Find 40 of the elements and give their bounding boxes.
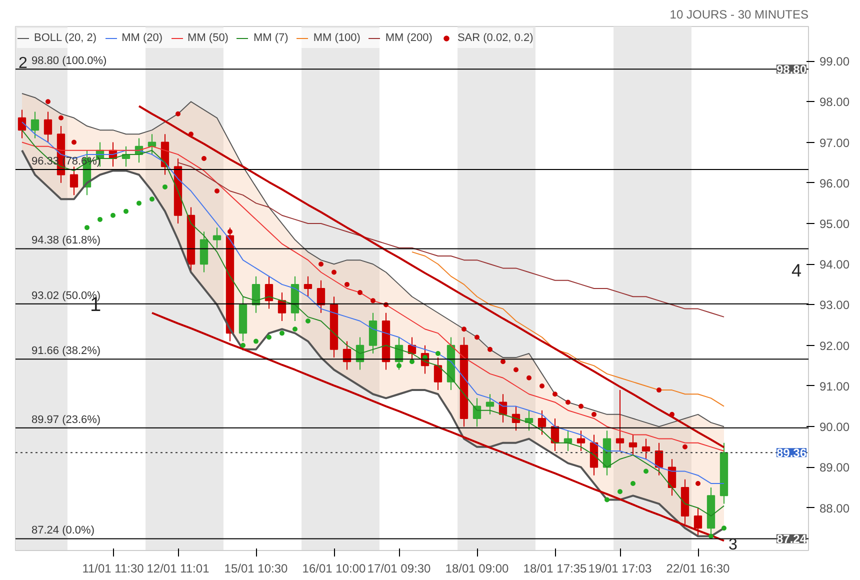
x-tick-label: 22/01 16:30	[666, 562, 730, 576]
y-tick-label: 95.00	[820, 217, 850, 232]
y-tick-label: 96.00	[820, 176, 850, 190]
legend-label: MM (50)	[188, 32, 228, 44]
ref-line-label: 89.36	[776, 446, 807, 460]
legend-label: BOLL (20, 2)	[34, 32, 97, 44]
y-tick-label: 93.00	[820, 298, 850, 312]
ref-line-label: 98.80 (100.0%)	[32, 55, 107, 68]
x-tick-label: 18/01 09:00	[445, 562, 510, 576]
legend-label: MM (200)	[385, 32, 432, 44]
text: 4	[791, 260, 802, 280]
annotation: 2	[18, 55, 28, 72]
x-tick-label: 18/01 17:35	[523, 562, 588, 576]
x-tick-label: 17/01 09:30	[367, 562, 432, 576]
x-tick-label: 11/01 11:30	[82, 562, 144, 576]
annotation: 98.80	[776, 62, 807, 77]
ref-line-label: 91.66 (38.2%)	[32, 345, 101, 358]
x-tick-label: 15/01 10:30	[224, 562, 288, 576]
chart-subtitle: 10 JOURS - 30 MINUTES	[670, 8, 809, 22]
legend-label: SAR (0.02, 0.2)	[457, 32, 534, 44]
legend-label: MM (7)	[253, 32, 288, 44]
y-tick-label: 94.00	[820, 258, 850, 272]
x-tick-label: 16/01 10:00	[302, 562, 366, 576]
ref-line-label: 94.38 (61.8%)	[32, 234, 101, 247]
ref-line-label: 89.97 (23.6%)	[32, 414, 101, 426]
annotation: 87.24	[776, 532, 807, 546]
x-tick-label: 19/01 17:03	[588, 562, 652, 576]
legend-label: MM (100)	[313, 32, 360, 44]
y-tick-label: 99.00	[820, 54, 850, 69]
y-tick-label: 97.00	[820, 136, 850, 150]
y-tick-label: 88.00	[820, 501, 850, 516]
legend-label: MM (20)	[122, 32, 163, 44]
y-tick-label: 98.00	[820, 95, 850, 110]
y-tick-label: 91.00	[820, 379, 850, 394]
y-tick-label: 92.00	[820, 338, 850, 353]
annotation: 3	[728, 536, 738, 554]
ref-line-label: 87.24 (0.0%)	[32, 524, 94, 537]
x-tick-label: 12/01 11:01	[146, 562, 210, 576]
y-tick-label: 89.00	[820, 460, 850, 475]
y-tick-label: 90.00	[820, 420, 850, 434]
